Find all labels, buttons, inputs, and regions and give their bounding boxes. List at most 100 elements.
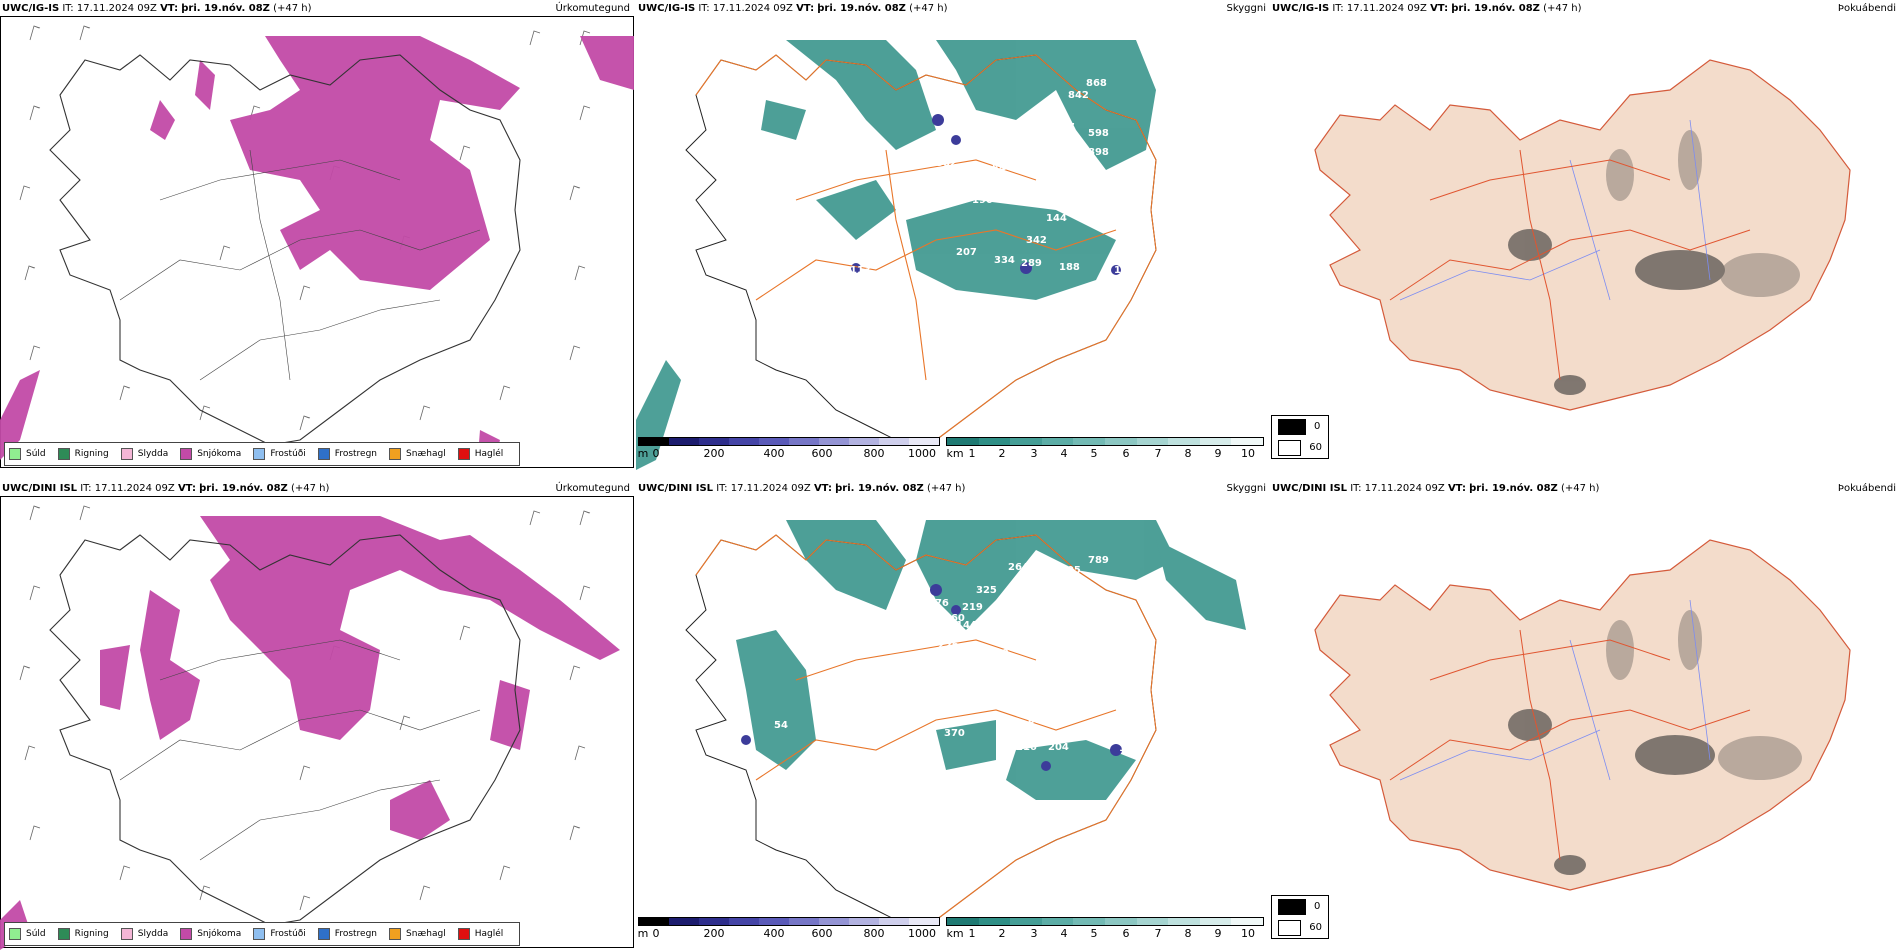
precip-map	[0, 25, 634, 460]
road-network	[119, 639, 481, 861]
fog-legend: 0 60	[1271, 415, 1329, 459]
label: 113	[850, 265, 871, 276]
label: 176	[862, 245, 883, 256]
precip-map	[0, 505, 620, 950]
label: 188	[1059, 262, 1080, 273]
visibility-areas	[636, 40, 1156, 470]
label: 331	[893, 628, 914, 639]
model-name: UWC/DINI ISL	[2, 483, 78, 494]
lead-time: (+47 h)	[290, 483, 330, 494]
label: 12	[973, 126, 987, 137]
label: 349	[936, 381, 957, 392]
visibility-map	[636, 40, 1157, 470]
panel-title: Skyggni	[1226, 483, 1266, 494]
label: 71	[1044, 170, 1058, 181]
road-network	[119, 149, 481, 381]
label: 325	[976, 585, 997, 596]
label: 482	[946, 101, 967, 112]
panel-header: UWC/DINI ISL IT: 17.11.2024 09Z VT: þri.…	[1272, 483, 1896, 494]
valid-time-label: VT:	[160, 3, 179, 14]
init-time: IT: 17.11.2024 09Z	[62, 3, 157, 14]
lead-time: (+47 h)	[273, 3, 312, 14]
fog-map	[1314, 59, 1851, 411]
label: 84	[992, 163, 1006, 174]
label: 219	[962, 602, 983, 613]
label: 144	[1046, 213, 1067, 224]
label: 348	[962, 168, 983, 179]
map-frame	[0, 16, 634, 468]
precip-type-legend: Súld Rigning Slydda Snjókoma Frostúði Fr…	[4, 922, 521, 946]
label: 222	[966, 141, 987, 152]
map-frame	[0, 496, 634, 948]
terrain-height-scale: m 0 200 400 600 800 1000	[638, 917, 940, 940]
label: 334	[994, 255, 1015, 266]
panel-header: UWC/IG-IS IT: 17.11.2024 09Z VT: þri. 19…	[2, 3, 630, 19]
wind-barbs	[19, 25, 591, 431]
label: 789	[1088, 555, 1109, 566]
label: 253	[1032, 574, 1053, 585]
visibility-areas	[736, 520, 1246, 800]
label: 529	[988, 648, 1009, 659]
label: 32	[868, 720, 882, 731]
panel-header: UWC/IG-IS IT: 17.11.2024 09Z VT: þri. 19…	[638, 3, 1266, 14]
legend-item-sudd: Súld	[9, 448, 46, 460]
fog-shading	[1508, 610, 1802, 875]
legend-item-rigning: Rigning	[57, 448, 109, 460]
panel-header: UWC/IG-IS IT: 17.11.2024 09Z VT: þri. 19…	[1272, 3, 1896, 14]
road-network	[695, 534, 1157, 921]
rivers	[1399, 599, 1711, 781]
label: 342	[1026, 235, 1047, 246]
legend-item-frostudi: Frostúði	[253, 448, 306, 460]
snow-areas	[0, 516, 620, 950]
glacier-patches	[741, 584, 1122, 771]
legend-item-slydda: Slydda	[120, 448, 168, 460]
panel-title: Úrkomutegund	[555, 3, 630, 14]
precip-type-panel-1: UWC/IG-IS IT: 17.11.2024 09Z VT: þri. 19…	[0, 0, 634, 470]
init-time: IT: 17.11.2024 09Z	[80, 483, 175, 494]
panel-header: UWC/DINI ISL IT: 17.11.2024 09Z VT: þri.…	[2, 483, 630, 494]
label: 32	[846, 752, 860, 763]
legend-item-hagel: Haglél	[457, 448, 503, 460]
label: 384	[1042, 652, 1063, 663]
visibility-map	[685, 520, 1246, 926]
label: 53	[862, 705, 876, 716]
label: 54	[774, 720, 788, 731]
label: 376	[928, 598, 949, 609]
road-network	[1389, 629, 1751, 861]
label: 382	[936, 158, 957, 169]
panel-title: Skyggni	[1226, 3, 1266, 14]
iceland-land	[1314, 59, 1851, 411]
panel-title: Þokuábendi	[1837, 483, 1896, 494]
label: 16	[814, 275, 828, 286]
label: 226	[938, 640, 959, 651]
label: 26	[926, 145, 940, 156]
valid-time: þri. 19.nóv. 08Z	[181, 3, 270, 14]
precip-type-legend: Súld Rigning Slydda Snjókoma Frostúði Fr…	[4, 442, 521, 466]
panel-header: UWC/DINI ISL IT: 17.11.2024 09Z VT: þri.…	[638, 483, 1266, 494]
snow-depth-labels: 482 26 382 222 12 348 84 196 842 868 707…	[636, 0, 1270, 470]
fog-map	[1314, 539, 1851, 891]
label: 707	[1054, 122, 1075, 133]
panel-title: Þokuábendi	[1837, 3, 1896, 14]
road-network	[1389, 149, 1751, 381]
visibility-panel-1: UWC/IG-IS IT: 17.11.2024 09Z VT: þri. 19…	[636, 0, 1270, 470]
label: 195	[1046, 695, 1067, 706]
panel-title: Úrkomutegund	[555, 483, 630, 494]
fog-shading	[1508, 130, 1800, 395]
label: 289	[1021, 258, 1042, 269]
label: 122	[840, 252, 861, 263]
visibility-scale: km 1 2 3 4 5 6 7 8 9 10	[946, 437, 1264, 460]
legend-item-snjokoma: Snjókoma	[180, 448, 241, 460]
label: 598	[1088, 128, 1109, 139]
terrain-height-scale: m 0 200 400 600 800 1000	[638, 437, 940, 460]
glacier-patches	[851, 114, 1121, 275]
label: 197	[974, 630, 995, 641]
fog-index-panel-1: UWC/IG-IS IT: 17.11.2024 09Z VT: þri. 19…	[1270, 0, 1900, 470]
label: 207	[956, 247, 977, 258]
precip-type-panel-2: UWC/DINI ISL IT: 17.11.2024 09Z VT: þri.…	[0, 480, 634, 950]
label: 216	[1016, 742, 1037, 753]
road-network	[695, 54, 1157, 441]
iceland-land	[1314, 539, 1851, 891]
snow-areas	[0, 36, 634, 460]
model-name: UWC/IG-IS	[2, 3, 60, 14]
